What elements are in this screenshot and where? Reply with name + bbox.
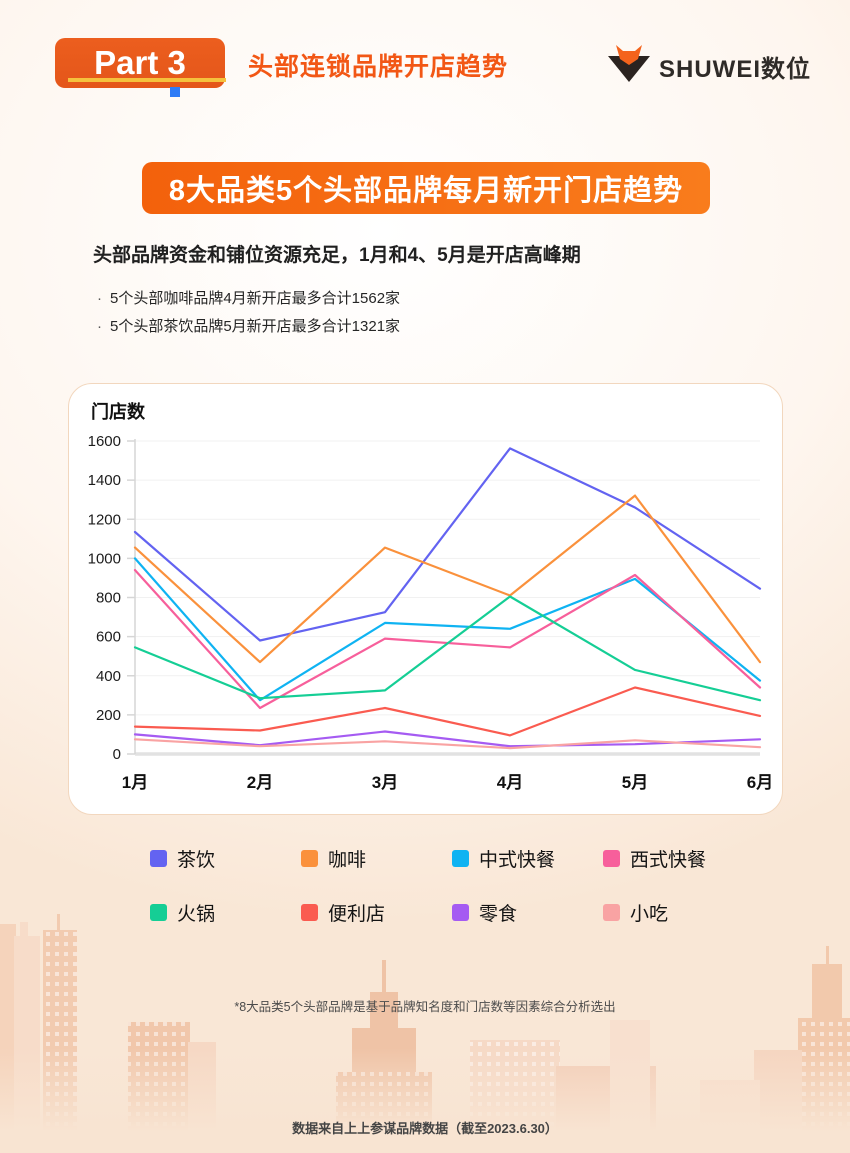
brand-logo-text: SHUWEI数位	[659, 56, 811, 83]
bullet-dot: ·	[97, 318, 102, 335]
legend-item-零食: 零食	[452, 899, 603, 926]
x-axis-tick-label: 1月	[122, 773, 148, 792]
y-axis-tick-label: 600	[96, 629, 121, 646]
y-axis-tick-label: 1000	[88, 550, 121, 567]
city-skyline	[0, 914, 850, 1153]
y-axis-tick-label: 1600	[88, 433, 121, 450]
legend-label: 小吃	[630, 904, 669, 925]
series-line-咖啡	[133, 494, 762, 664]
legend-item-小吃: 小吃	[603, 899, 720, 926]
legend-label: 零食	[479, 904, 518, 925]
legend-label: 茶饮	[177, 850, 216, 871]
insight-bullet-1: · 5个头部咖啡品牌4月新开店最多合计1562家	[97, 287, 400, 308]
line-chart-svg: 0 200 400 600 800 1000 1200 1400 1600 1月 2月 3月 4月 5月 6…	[88, 433, 774, 792]
y-axis-tick-label: 800	[96, 590, 121, 607]
series-line-零食	[133, 730, 762, 748]
legend-item-便利店: 便利店	[301, 899, 452, 926]
part-label: Part 3	[94, 44, 186, 81]
series-line-火锅	[133, 595, 762, 702]
series-line-小吃	[133, 738, 762, 750]
legend-item-茶饮: 茶饮	[150, 845, 301, 872]
legend-label: 火锅	[177, 904, 216, 925]
fox-logo-icon	[606, 44, 652, 89]
gold-underline	[68, 78, 226, 82]
legend-swatch	[603, 904, 620, 921]
brand-logo: SHUWEI数位	[606, 44, 811, 89]
legend-label: 咖啡	[328, 850, 367, 871]
legend-item-咖啡: 咖啡	[301, 845, 452, 872]
chart-banner-title: 8大品类5个头部品牌每月新开门店趋势	[142, 162, 710, 214]
legend-label: 便利店	[328, 904, 386, 925]
bullet-dot: ·	[97, 290, 102, 307]
y-axis-tick-label: 400	[96, 668, 121, 685]
legend-swatch	[301, 850, 318, 867]
y-axis-tick-label: 1400	[88, 472, 121, 489]
legend-item-中式快餐: 中式快餐	[452, 845, 603, 872]
chart-axis-title: 门店数	[91, 402, 145, 422]
footnote: *8大品类5个头部品牌是基于品牌知名度和门店数等因素综合分析选出	[234, 1000, 616, 1014]
legend-swatch	[452, 850, 469, 867]
x-axis-tick-label: 3月	[372, 773, 398, 792]
y-axis-tick-label: 1200	[88, 511, 121, 528]
series-line-茶饮	[133, 447, 762, 642]
y-axis-tick-label: 200	[96, 707, 121, 724]
bullet-text: 5个头部茶饮品牌5月新开店最多合计1321家	[110, 318, 401, 335]
x-axis-tick-label: 4月	[497, 773, 523, 792]
legend-item-西式快餐: 西式快餐	[603, 845, 720, 872]
data-source-note: 数据来自上上参谋品牌数据（截至2023.6.30）	[292, 1121, 558, 1136]
chart-legend: 茶饮 咖啡 中式快餐 西式快餐火锅 便利店 零食 小吃	[150, 845, 720, 926]
series-line-西式快餐	[133, 569, 762, 710]
bullet-text: 5个头部咖啡品牌4月新开店最多合计1562家	[110, 290, 401, 307]
legend-label: 西式快餐	[630, 850, 707, 871]
insight-bullet-2: · 5个头部茶饮品牌5月新开店最多合计1321家	[97, 315, 400, 336]
legend-swatch	[150, 850, 167, 867]
x-axis-tick-label: 5月	[622, 773, 648, 792]
legend-label: 中式快餐	[479, 850, 556, 871]
legend-swatch	[150, 904, 167, 921]
x-axis-tick-label: 2月	[247, 773, 273, 792]
legend-swatch	[603, 850, 620, 867]
blue-square-accent	[170, 87, 180, 97]
series-line-中式快餐	[133, 557, 762, 702]
series-line-便利店	[133, 686, 762, 737]
insight-subtitle: 头部品牌资金和铺位资源充足，1月和4、5月是开店高峰期	[93, 245, 581, 266]
legend-swatch	[301, 904, 318, 921]
legend-item-火锅: 火锅	[150, 899, 301, 926]
section-title: 头部连锁品牌开店趋势	[248, 53, 509, 81]
legend-swatch	[452, 904, 469, 921]
chart-card: 门店数 0 200 400 600 800 1000 1200 1400 1600 1月 2月 3月 4…	[68, 383, 783, 815]
x-axis-tick-label: 6月	[747, 773, 773, 792]
y-axis-tick-label: 0	[113, 746, 121, 763]
